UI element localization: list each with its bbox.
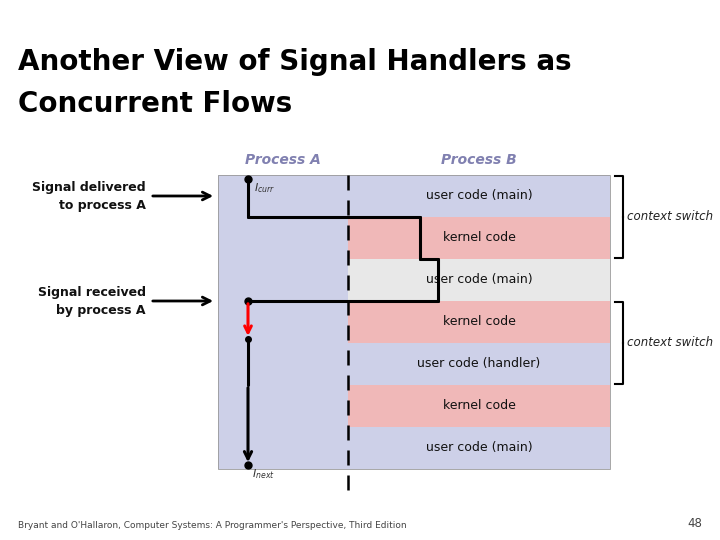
Bar xyxy=(348,385,610,427)
Text: Another View of Signal Handlers as: Another View of Signal Handlers as xyxy=(18,48,572,76)
Text: Signal delivered: Signal delivered xyxy=(32,181,146,194)
Text: user code (main): user code (main) xyxy=(426,273,532,287)
Bar xyxy=(348,217,610,259)
Text: user code (main): user code (main) xyxy=(426,190,532,202)
Bar xyxy=(218,175,610,469)
Bar xyxy=(218,343,348,385)
Text: 48: 48 xyxy=(687,517,702,530)
Text: $I_{next}$: $I_{next}$ xyxy=(252,467,275,481)
Text: user code (handler): user code (handler) xyxy=(418,357,541,370)
Text: Signal received: Signal received xyxy=(38,287,146,300)
Text: $I_{curr}$: $I_{curr}$ xyxy=(254,181,275,195)
Text: by process A: by process A xyxy=(56,305,146,318)
Text: kernel code: kernel code xyxy=(443,315,516,328)
Text: Concurrent Flows: Concurrent Flows xyxy=(18,90,292,118)
Bar xyxy=(348,259,610,301)
Bar xyxy=(218,259,348,301)
Text: Process B: Process B xyxy=(441,153,517,167)
Bar xyxy=(218,385,348,427)
Text: Bryant and O'Hallaron, Computer Systems: A Programmer's Perspective, Third Editi: Bryant and O'Hallaron, Computer Systems:… xyxy=(18,521,407,530)
Text: context switch: context switch xyxy=(627,336,713,349)
Text: Carnegie Mellon: Carnegie Mellon xyxy=(603,3,713,17)
Bar xyxy=(348,301,610,343)
Text: kernel code: kernel code xyxy=(443,400,516,413)
Text: context switch: context switch xyxy=(627,211,713,224)
Text: kernel code: kernel code xyxy=(443,232,516,245)
Text: Process A: Process A xyxy=(245,153,321,167)
Bar xyxy=(348,343,610,385)
Bar xyxy=(218,301,348,343)
Bar xyxy=(218,427,348,469)
Bar xyxy=(218,175,348,217)
Bar xyxy=(218,217,348,259)
Text: to process A: to process A xyxy=(59,199,146,212)
Bar xyxy=(348,175,610,217)
Bar xyxy=(348,427,610,469)
Text: user code (main): user code (main) xyxy=(426,442,532,455)
